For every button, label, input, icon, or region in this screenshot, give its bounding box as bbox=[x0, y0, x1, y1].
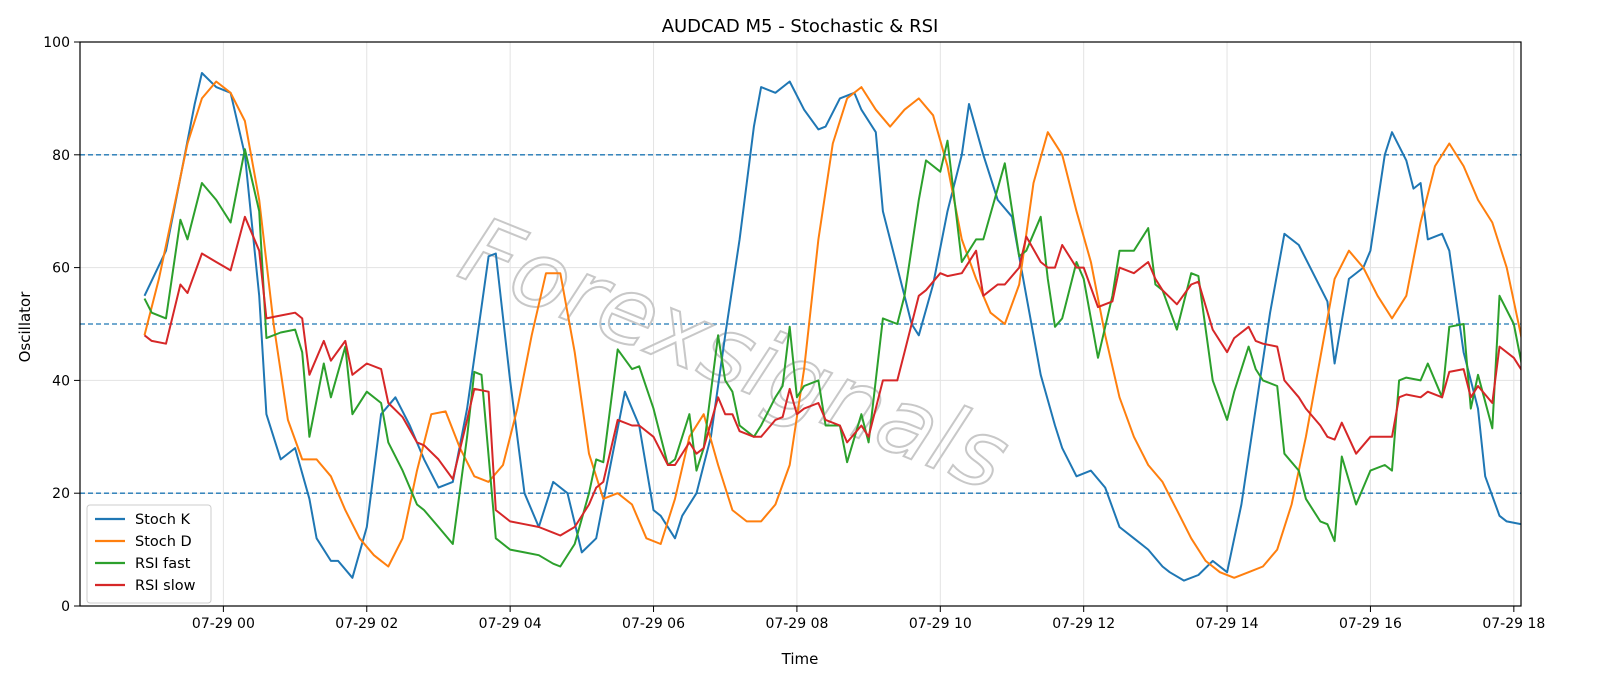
reference-lines bbox=[80, 154, 1521, 494]
watermark: Forexsignals bbox=[446, 195, 1024, 513]
y-tick-label: 100 bbox=[43, 35, 70, 51]
series-line-rsi-slow bbox=[143, 215, 1521, 537]
legend-label: Stoch D bbox=[135, 534, 192, 550]
y-axis-ticks: 0 20 40 60 80 100 bbox=[43, 35, 80, 615]
y-tick-label: 80 bbox=[52, 148, 70, 164]
x-axis-ticks: 07-29 00 07-29 02 07-29 04 07-29 06 07-29 08… bbox=[192, 606, 1545, 632]
x-tick-label: 07-29 12 bbox=[1052, 616, 1115, 632]
series-line-rsi-fast bbox=[143, 139, 1521, 568]
y-axis-label: Oscillator bbox=[16, 291, 34, 363]
legend-label: RSI fast bbox=[135, 556, 191, 572]
legend-label: RSI slow bbox=[135, 578, 196, 594]
legend: Stoch K Stoch D RSI fast RSI slow bbox=[86, 504, 212, 604]
x-tick-label: 07-29 06 bbox=[622, 616, 685, 632]
chart-title: AUDCAD M5 - Stochastic & RSI bbox=[662, 16, 939, 37]
x-axis-label: Time bbox=[781, 650, 819, 668]
series-line-stoch-d bbox=[143, 80, 1521, 579]
x-tick-label: 07-29 14 bbox=[1196, 616, 1259, 632]
x-tick-label: 07-29 04 bbox=[479, 616, 542, 632]
x-tick-label: 07-29 18 bbox=[1482, 616, 1545, 632]
x-tick-label: 07-29 02 bbox=[335, 616, 398, 632]
y-tick-label: 60 bbox=[52, 261, 70, 277]
y-tick-label: 20 bbox=[52, 486, 70, 502]
series-lines bbox=[143, 72, 1521, 582]
series-line-stoch-k bbox=[143, 72, 1521, 582]
legend-box bbox=[86, 504, 212, 604]
x-tick-label: 07-29 08 bbox=[765, 616, 828, 632]
legend-label: Stoch K bbox=[135, 512, 191, 528]
watermark-text: Forexsignals bbox=[447, 196, 1023, 512]
x-tick-label: 07-29 10 bbox=[909, 616, 972, 632]
plot-frame bbox=[79, 41, 1522, 607]
y-tick-label: 0 bbox=[61, 599, 70, 615]
x-tick-label: 07-29 00 bbox=[192, 616, 255, 632]
y-tick-label: 40 bbox=[52, 373, 70, 389]
x-tick-label: 07-29 16 bbox=[1339, 616, 1402, 632]
